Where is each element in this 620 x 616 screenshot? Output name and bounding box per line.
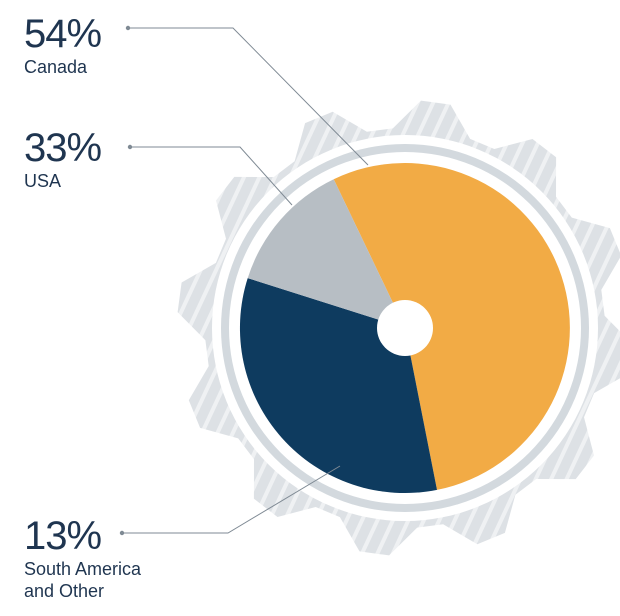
label-canada: 54% Canada xyxy=(24,12,194,78)
value-label: 13% xyxy=(24,514,102,558)
leader-dot xyxy=(127,144,133,150)
pie-slice xyxy=(247,179,405,328)
center-hole xyxy=(377,300,433,356)
label-usa: 33% USA xyxy=(24,126,194,192)
leader-dot xyxy=(119,530,125,536)
leader-line xyxy=(128,27,369,166)
value-label: 33% xyxy=(24,126,102,170)
value-label: 54% xyxy=(24,12,102,56)
category-label: USA xyxy=(24,171,62,191)
pie-slice xyxy=(333,163,570,490)
leader-dot xyxy=(125,25,131,31)
leader-line xyxy=(122,465,341,534)
category-label: Canada xyxy=(24,57,88,77)
label-south-america: 13% South America and Other xyxy=(24,514,174,602)
leader-line xyxy=(130,146,293,206)
category-label: South America and Other xyxy=(24,559,142,601)
